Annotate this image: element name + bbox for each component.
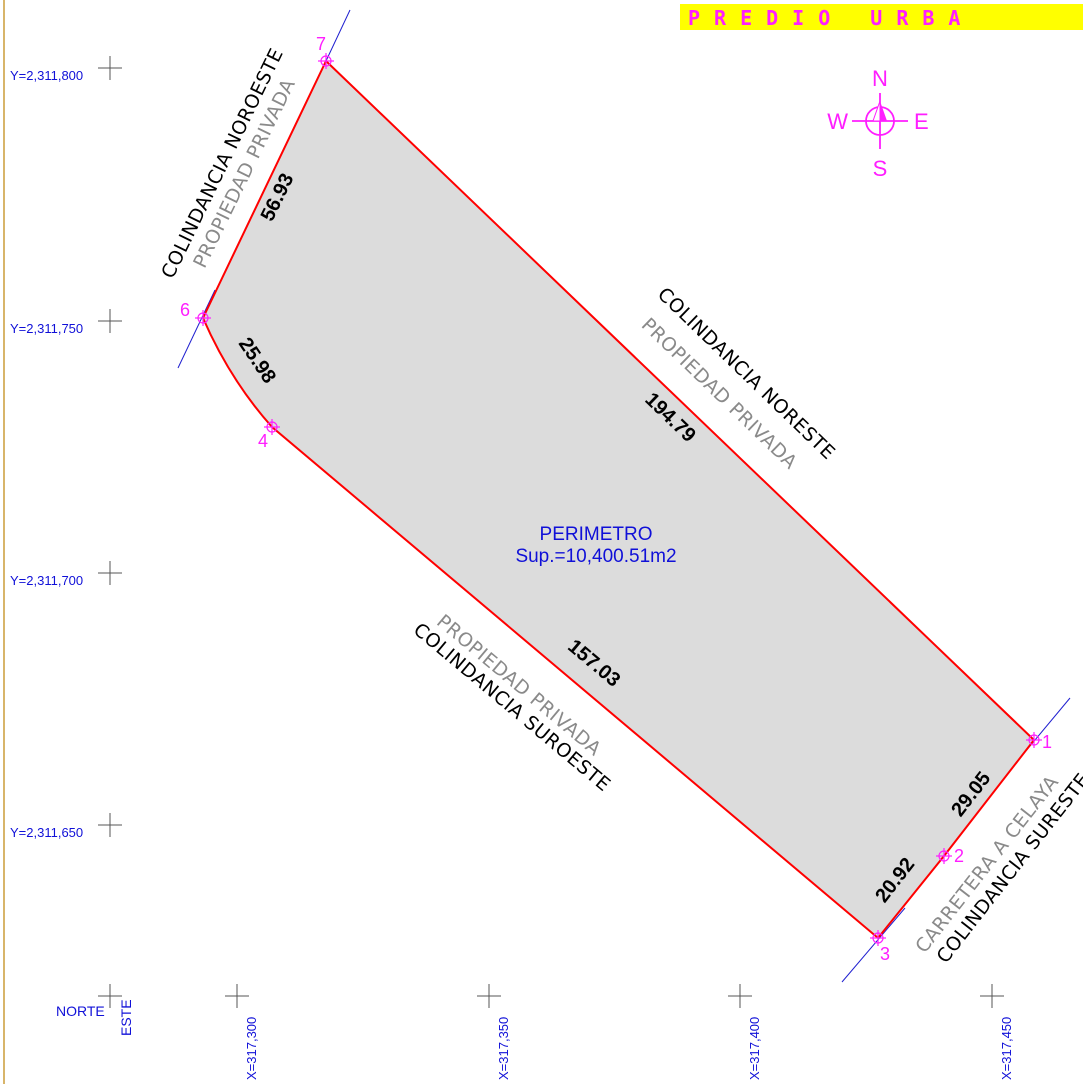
title-banner: PREDIO URBA xyxy=(680,4,1083,30)
compass-e: E xyxy=(914,109,929,134)
compass-needle-half-icon xyxy=(872,100,881,122)
vertex-label-7: 7 xyxy=(316,34,326,54)
compass-needle-icon xyxy=(880,101,887,121)
vertex-marker-1 xyxy=(1026,732,1042,748)
parcel-polygon xyxy=(201,59,1036,940)
vertex-markers xyxy=(195,53,1042,946)
y-grid: Y=2,311,800 Y=2,311,750 Y=2,311,700 Y=2,… xyxy=(10,56,122,840)
norte-label: NORTE xyxy=(56,1003,105,1019)
vertex-label-6: 6 xyxy=(180,300,190,320)
vertex-label-3: 3 xyxy=(880,944,890,964)
compass-rose: N S E W xyxy=(827,66,928,181)
vertex-label-2: 2 xyxy=(954,846,964,866)
extension-line-3 xyxy=(841,907,906,983)
x-grid-label: X=317,350 xyxy=(496,1017,511,1080)
y-grid-label: Y=2,311,650 xyxy=(10,825,83,840)
compass-n: N xyxy=(872,66,888,91)
compass-w: W xyxy=(827,109,848,134)
vertex-marker-4 xyxy=(264,419,280,435)
vertex-marker-3 xyxy=(870,930,886,946)
vertex-labels: 7 6 4 3 2 1 xyxy=(180,34,1052,964)
vertex-label-4: 4 xyxy=(258,431,268,451)
compass-s: S xyxy=(873,156,888,181)
extension-line-6 xyxy=(177,289,216,369)
x-grid: NORTE ESTE X=317,300 X=317,350 X=317,400… xyxy=(56,984,1014,1080)
vertex-marker-2 xyxy=(936,848,952,864)
x-grid-label: X=317,300 xyxy=(244,1017,259,1080)
vertex-marker-7 xyxy=(318,53,334,69)
y-grid-label: Y=2,311,800 xyxy=(10,68,83,83)
title-background xyxy=(680,4,1083,30)
y-grid-label: Y=2,311,700 xyxy=(10,573,83,588)
x-grid-label: X=317,400 xyxy=(747,1017,762,1080)
vertex-marker-6 xyxy=(195,310,211,326)
area-label: PERIMETRO xyxy=(540,524,653,545)
x-grid-label: X=317,450 xyxy=(999,1017,1014,1080)
area-surface: Sup.=10,400.51m2 xyxy=(515,546,676,567)
y-grid-label: Y=2,311,750 xyxy=(10,321,83,336)
area-info: PERIMETRO Sup.=10,400.51m2 xyxy=(515,524,676,567)
title-text: PREDIO URBA xyxy=(688,6,974,30)
vertex-label-1: 1 xyxy=(1042,732,1052,752)
este-label: ESTE xyxy=(118,999,134,1036)
